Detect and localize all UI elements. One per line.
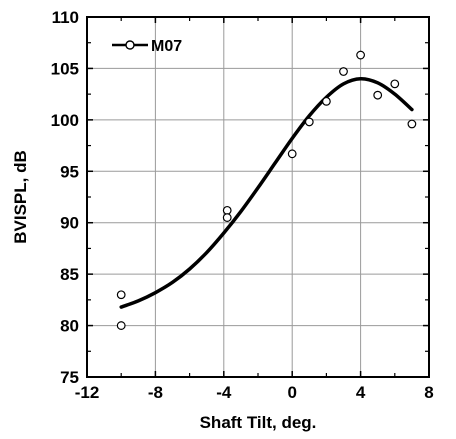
x-tick-label: -12 [75, 383, 100, 402]
x-tick-label: -8 [148, 383, 163, 402]
y-tick-label: 110 [52, 8, 79, 27]
data-point [322, 96, 331, 106]
data-point [116, 321, 126, 330]
legend-marker [125, 40, 135, 50]
data-point [373, 90, 383, 100]
legend-label: M07 [151, 38, 182, 55]
data-point [304, 117, 314, 127]
y-tick-label: 90 [60, 214, 79, 233]
data-point [222, 213, 232, 222]
y-tick-label: 75 [60, 368, 79, 387]
x-axis-label: Shaft Tilt, deg. [200, 413, 317, 432]
y-tick-label: 100 [51, 111, 79, 130]
y-axis-label: BVISPL, dB [11, 150, 30, 244]
data-point [390, 79, 400, 89]
data-point [116, 290, 126, 300]
x-tick-label: 0 [287, 383, 296, 402]
x-tick-label: -4 [216, 383, 232, 402]
y-tick-label: 105 [51, 59, 79, 78]
grid-layer [87, 17, 429, 377]
plot-frame [86, 16, 430, 378]
y-tick-label: 85 [60, 265, 79, 284]
legend: M07 [112, 38, 182, 55]
points-layer [116, 50, 417, 330]
axes-layer [86, 16, 430, 378]
y-tick-label: 95 [60, 162, 79, 181]
x-tick-label: 4 [356, 383, 366, 402]
ticks-layer: -12 -8 -4 0 4 8 75 80 85 90 95 100 105 110 [51, 8, 434, 402]
x-tick-label: 8 [424, 383, 433, 402]
data-point [356, 50, 366, 60]
fit-curve [119, 76, 414, 309]
data-point [222, 205, 232, 215]
data-point [339, 67, 348, 76]
data-point [407, 119, 417, 129]
fit-layer [119, 76, 414, 309]
y-tick-label: 80 [60, 317, 79, 336]
data-point [287, 149, 297, 159]
